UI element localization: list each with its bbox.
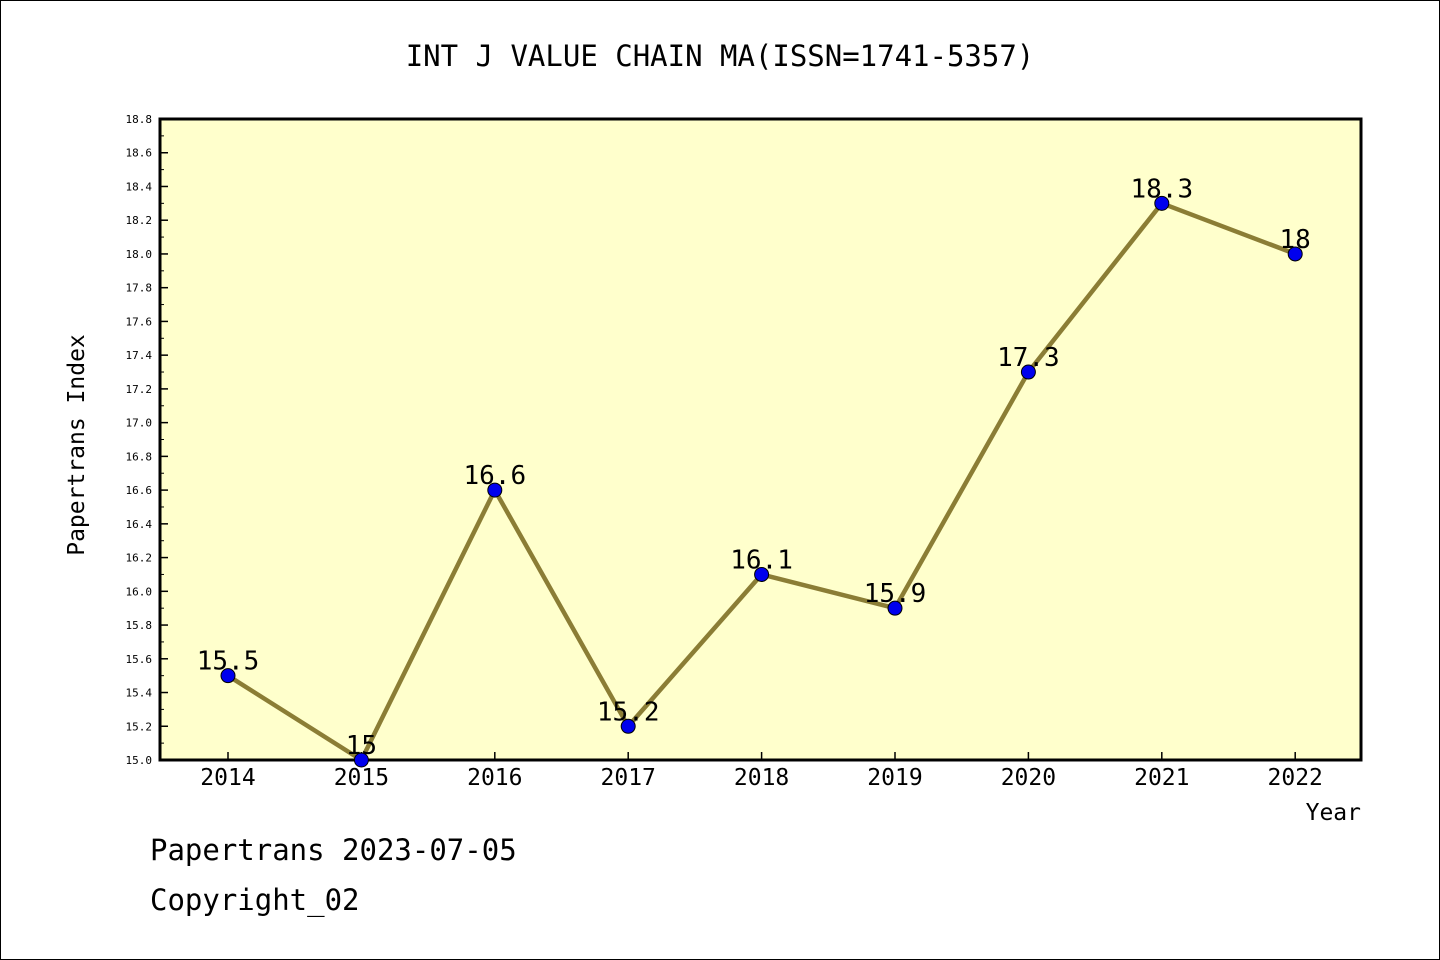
y-tick-label: 15.6 [126, 653, 153, 666]
y-tick-label: 15.0 [126, 754, 153, 767]
data-point [1287, 246, 1303, 262]
data-label: 18 [1280, 225, 1311, 255]
y-tick-label: 16.2 [126, 552, 153, 565]
x-tick-label: 2014 [200, 765, 255, 791]
data-point [887, 600, 903, 616]
data-point [754, 566, 770, 582]
data-label: 16.6 [463, 461, 526, 491]
y-tick-label: 18.4 [126, 180, 153, 193]
y-tick-label: 15.8 [126, 619, 153, 632]
y-tick-label: 16.0 [126, 585, 153, 598]
data-label: 15 [346, 731, 377, 761]
data-point [353, 752, 369, 768]
y-tick-label: 17.4 [126, 349, 153, 362]
y-axis-label: Papertrans Index [64, 334, 90, 556]
data-label: 16.1 [730, 545, 793, 575]
x-tick-label: 2016 [467, 765, 522, 791]
y-tick-label: 18.2 [126, 214, 153, 227]
y-tick-label: 18.8 [126, 113, 153, 126]
data-label: 15.5 [197, 647, 260, 677]
plot-area [158, 117, 1363, 762]
x-tick-label: 2019 [867, 765, 922, 791]
y-tick-label: 16.8 [126, 450, 153, 463]
footer-date: Papertrans 2023-07-05 [150, 833, 517, 867]
x-tick-label: 2017 [601, 765, 656, 791]
y-tick-label: 17.6 [126, 315, 153, 328]
y-tick-label: 18.6 [126, 147, 153, 160]
data-point [487, 482, 503, 498]
data-point [1020, 364, 1036, 380]
y-tick-label: 18.0 [126, 248, 153, 261]
footer-copyright: Copyright_02 [150, 883, 360, 917]
x-axis-label: Year [1306, 800, 1361, 826]
data-label: 15.2 [597, 697, 660, 727]
y-tick-label: 16.4 [126, 518, 153, 531]
data-point [620, 718, 636, 734]
y-tick-label: 17.2 [126, 383, 153, 396]
y-tick-label: 17.0 [126, 417, 153, 430]
x-tick-label: 2020 [1001, 765, 1056, 791]
chart-title: INT J VALUE CHAIN MA(ISSN=1741-5357) [406, 39, 1035, 73]
y-tick-label: 17.8 [126, 282, 153, 295]
data-label: 15.9 [864, 579, 927, 609]
x-tick-label: 2022 [1268, 765, 1323, 791]
x-tick-label: 2021 [1134, 765, 1189, 791]
data-point [1154, 195, 1170, 211]
y-tick-label: 15.4 [126, 687, 153, 700]
y-tick-label: 15.2 [126, 720, 153, 733]
data-label: 17.3 [997, 343, 1060, 373]
data-point [220, 668, 236, 684]
data-label: 18.3 [1130, 174, 1193, 204]
x-tick-label: 2018 [734, 765, 789, 791]
x-tick-label: 2015 [334, 765, 389, 791]
y-tick-label: 16.6 [126, 484, 153, 497]
